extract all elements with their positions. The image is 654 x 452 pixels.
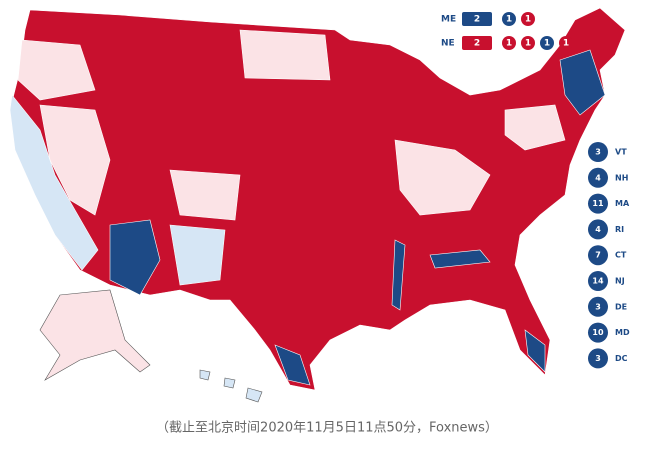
vote-count: 10 <box>592 328 604 337</box>
state-label: DE <box>615 302 627 311</box>
us-map <box>9 7 626 403</box>
texas-border <box>274 344 311 386</box>
badge-value: 1 <box>563 39 569 49</box>
small-states-legend: 3 VT 4 NH 11 MA 4 RI 7 CT 14 NJ 3 DE 10 MD 3 DC <box>588 142 630 369</box>
badge <box>521 12 535 26</box>
vote-count: 3 <box>595 302 601 311</box>
vote-badge <box>588 271 608 291</box>
newengland-region <box>559 49 606 116</box>
vote-badge <box>588 219 608 240</box>
badge-value: 1 <box>525 39 531 49</box>
newmexico-region <box>169 224 226 286</box>
state-label: ME <box>441 15 456 25</box>
vote-badge <box>588 245 608 266</box>
state-label: NH <box>615 173 628 182</box>
hawaii <box>199 369 263 403</box>
badge <box>462 12 492 26</box>
badge-value: 1 <box>544 39 550 49</box>
vote-badge <box>588 348 608 369</box>
nevada-region <box>39 104 111 216</box>
split-states-legend: ME 2 1 1 NE 2 1 1 1 1 <box>441 12 573 50</box>
vote-count: 14 <box>592 277 604 286</box>
vote-count: 11 <box>592 199 604 208</box>
badge <box>521 36 535 50</box>
state-label: NE <box>441 39 455 49</box>
oregon-region <box>17 39 96 101</box>
vote-badge <box>588 322 608 343</box>
contiguous-us <box>9 7 626 391</box>
vote-badge <box>588 167 608 188</box>
badge-value: 2 <box>474 39 480 49</box>
state-label: MA <box>615 199 630 208</box>
colorado-region <box>169 169 241 221</box>
badge-value: 1 <box>506 39 512 49</box>
vote-count: 4 <box>595 225 601 234</box>
pennsylvania-region <box>504 104 566 151</box>
arizona-region <box>109 219 161 296</box>
caption: （截止至北京时间2020年11月5日11点50分，Foxnews） <box>156 421 498 436</box>
badge <box>502 12 516 26</box>
florida-south <box>524 329 546 373</box>
state-label: VT <box>615 148 627 157</box>
badge <box>462 36 492 50</box>
state-label: NJ <box>615 277 625 286</box>
badge <box>502 36 516 50</box>
badge <box>540 36 554 50</box>
state-label: CT <box>615 251 627 260</box>
kentucky-region <box>394 139 491 216</box>
vote-count: 7 <box>595 251 601 260</box>
vote-badge <box>588 142 608 162</box>
state-label: RI <box>615 225 624 234</box>
badge-value: 2 <box>474 15 480 25</box>
vote-count: 4 <box>595 173 601 182</box>
badge-value: 1 <box>506 15 512 25</box>
vote-count: 3 <box>595 354 601 363</box>
badge <box>559 36 573 50</box>
state-label: MD <box>615 328 630 337</box>
alaska <box>39 289 151 381</box>
vote-badge <box>588 296 608 317</box>
black-belt <box>429 249 491 269</box>
state-label: DC <box>615 354 628 363</box>
vote-count: 3 <box>595 148 601 157</box>
badge-value: 1 <box>525 15 531 25</box>
mississippi-river <box>391 239 406 311</box>
vote-badge <box>588 193 608 214</box>
dakota-region <box>239 29 331 81</box>
